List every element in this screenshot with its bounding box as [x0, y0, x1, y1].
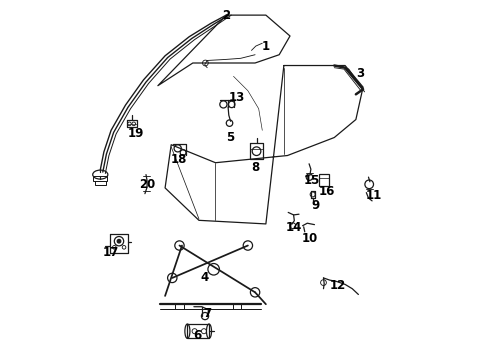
- Text: 20: 20: [139, 178, 155, 191]
- Text: 1: 1: [262, 40, 270, 53]
- Text: 6: 6: [194, 329, 201, 342]
- Text: 18: 18: [170, 153, 187, 166]
- Text: 11: 11: [366, 189, 382, 202]
- Text: 15: 15: [303, 174, 320, 187]
- Circle shape: [117, 239, 121, 243]
- Text: 2: 2: [222, 9, 230, 22]
- Bar: [175, 304, 184, 309]
- Text: 4: 4: [200, 271, 209, 284]
- Text: 3: 3: [356, 67, 364, 80]
- Text: 5: 5: [226, 131, 234, 144]
- Bar: [95, 181, 106, 185]
- Text: 19: 19: [128, 127, 145, 140]
- Text: 17: 17: [103, 246, 119, 259]
- Text: 7: 7: [203, 307, 211, 320]
- Bar: [93, 176, 107, 181]
- Text: 10: 10: [302, 232, 318, 245]
- Bar: [233, 304, 242, 309]
- Text: 9: 9: [311, 199, 319, 212]
- Bar: [187, 324, 209, 338]
- Text: 13: 13: [229, 91, 245, 104]
- Text: 12: 12: [330, 279, 346, 292]
- Text: 8: 8: [251, 161, 259, 174]
- Bar: [319, 174, 329, 186]
- Text: 16: 16: [319, 185, 335, 198]
- Text: 14: 14: [285, 221, 302, 234]
